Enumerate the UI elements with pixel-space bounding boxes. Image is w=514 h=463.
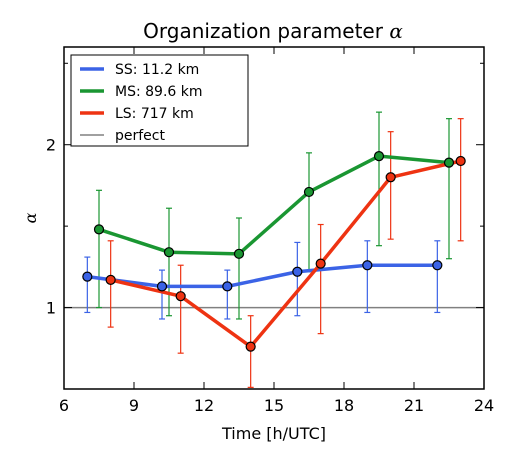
y-tick-label-1: 2	[46, 136, 56, 155]
data-point-s0-p3	[292, 266, 303, 277]
x-tick-label-0: 6	[59, 396, 69, 415]
chart-title: Organization parameter α	[143, 19, 403, 43]
line-layer	[87, 154, 462, 349]
series-line-2	[110, 159, 462, 349]
point-layer	[82, 151, 466, 352]
data-point-s2-p4	[385, 172, 396, 183]
data-point-s2-p0	[105, 274, 116, 285]
series-line-1	[98, 154, 450, 256]
data-point-s1-p5	[443, 157, 455, 168]
x-tick-label-3: 15	[264, 396, 284, 415]
legend-label-2: LS: 717 km	[115, 106, 194, 122]
data-point-s0-p0	[82, 271, 93, 282]
x-axis-label: Time [h/UTC]	[221, 424, 326, 443]
series-line-0	[87, 263, 438, 289]
data-point-s1-p1	[163, 247, 175, 258]
legend-label-0: SS: 11.2 km	[115, 62, 199, 78]
y-axis-label: α	[21, 212, 40, 223]
data-point-s0-p5	[432, 260, 443, 271]
x-tick-label-5: 21	[404, 396, 424, 415]
y-tick-label-0: 1	[46, 299, 56, 318]
data-point-s1-p2	[233, 248, 245, 259]
data-point-s0-p2	[222, 281, 233, 292]
legend-label-1: MS: 89.6 km	[115, 84, 203, 100]
x-tick-label-2: 12	[194, 396, 214, 415]
x-tick-label-6: 24	[474, 396, 494, 415]
data-point-s2-p5	[455, 155, 466, 167]
data-point-s1-p3	[303, 186, 315, 198]
data-point-s0-p1	[156, 281, 168, 292]
data-point-s2-p3	[315, 258, 326, 269]
legend: SS: 11.2 km MS: 89.6 km LS: 717 km perfect	[70, 54, 249, 147]
x-tick-label-1: 9	[129, 396, 139, 415]
data-point-s0-p4	[362, 260, 373, 271]
data-point-s2-p1	[175, 291, 186, 302]
data-point-s2-p2	[245, 341, 256, 352]
x-tick-label-4: 18	[334, 396, 354, 415]
data-point-s1-p0	[93, 224, 105, 235]
errorbar-layer	[84, 111, 464, 388]
legend-label-3: perfect	[115, 128, 165, 144]
data-point-s1-p4	[373, 151, 385, 162]
